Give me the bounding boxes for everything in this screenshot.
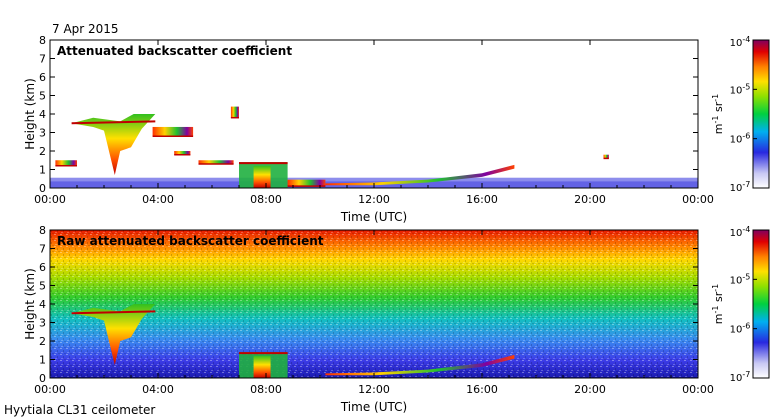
- colorbar-label-bottom: m-1 sr-1: [711, 284, 725, 324]
- y-tick-label: 2: [39, 145, 46, 158]
- panel-attenuated: 0 1 2 3 4 5 6 7 8 00:00 04:00 08:00 12:00 16:00 20:00…: [23, 34, 770, 224]
- y-tick-label: 6: [39, 261, 46, 274]
- site-label: Hyytiala CL31 ceilometer: [4, 403, 155, 417]
- x-tick-label: 20:00: [574, 193, 606, 206]
- panel-title-top: Attenuated backscatter coefficient: [57, 44, 292, 58]
- y-tick-label: 6: [39, 71, 46, 84]
- feature-layer-bottom: [71, 304, 515, 378]
- feature-cloud-base: [71, 120, 156, 125]
- y-axis-label-bottom: Height (km): [23, 268, 37, 339]
- y-tick-label: 1: [39, 164, 46, 177]
- colorbar-ticks-top: 10-4 10-5 10-6 10-7: [730, 35, 757, 194]
- x-tick-label: 16:00: [466, 383, 498, 396]
- x-tick-label: 04:00: [142, 383, 174, 396]
- colorbar-unit-m: m: [712, 124, 725, 135]
- y-tick-label: 7: [39, 53, 46, 66]
- x-tick-label: 12:00: [358, 383, 390, 396]
- y-axis-label-top: Height (km): [23, 78, 37, 149]
- y-tick-label: 1: [39, 354, 46, 367]
- y-tick-label: 5: [39, 280, 46, 293]
- feature-cloud-patch: [152, 126, 194, 137]
- colorbar-unit-exp2: -1: [711, 94, 720, 102]
- panel-raw: 0 1 2 3 4 5 6 7 8 00:00 04:00 08:00 12:00 16:00 20:00…: [23, 224, 770, 414]
- y-tick-label: 4: [39, 108, 46, 121]
- colorbar-ticks-bottom: 10-4 10-5 10-6 10-7: [730, 225, 757, 384]
- feature-rising-cloud-base: [325, 164, 515, 186]
- colorbar-tick-label: 10-6: [730, 322, 751, 336]
- feature-layer-top: [50, 106, 698, 188]
- y-tick-label: 2: [39, 335, 46, 348]
- colorbar-tick-label: 10-5: [730, 272, 751, 286]
- plot-area-top: [50, 40, 698, 188]
- y-tick-label: 0: [39, 372, 46, 385]
- colorbar-tick-label: 10-5: [730, 82, 751, 96]
- feature-rain-core: [253, 355, 271, 378]
- feature-precipitating-cloud: [71, 114, 156, 176]
- panel-title-bottom: Raw attenuated backscatter coefficient: [57, 234, 324, 248]
- y-tick-label: 7: [39, 243, 46, 256]
- colorbar-unit-exp2: -1: [711, 284, 720, 292]
- y-tick-label: 8: [39, 224, 46, 237]
- y-axis-bottom: 0 1 2 3 4 5 6 7 8: [39, 224, 698, 385]
- noise-texture: [50, 230, 698, 378]
- x-tick-label: 16:00: [466, 193, 498, 206]
- x-tick-label: 08:00: [250, 193, 282, 206]
- x-axis-bottom: 00:00 04:00 08:00 12:00 16:00 20:00 00:00: [34, 230, 714, 396]
- x-axis-top: 00:00 04:00 08:00 12:00 16:00 20:00 00:00: [34, 40, 714, 206]
- x-axis-label-bottom: Time (UTC): [340, 400, 407, 414]
- x-axis-label-top: Time (UTC): [340, 210, 407, 224]
- colorbar-unit-sr: sr: [712, 101, 725, 115]
- x-tick-label: 00:00: [34, 193, 66, 206]
- feature-cloud-patch: [603, 154, 609, 159]
- colorbar-tick-label: 10-6: [730, 132, 751, 146]
- feature-aerosol-top: [50, 177, 698, 182]
- feature-cloud-patch: [198, 160, 234, 164]
- y-tick-label: 3: [39, 317, 46, 330]
- x-tick-label: 12:00: [358, 193, 390, 206]
- y-axis-top: 0 1 2 3 4 5 6 7 8: [39, 34, 698, 195]
- x-tick-label: 08:00: [250, 383, 282, 396]
- colorbar-tick-label: 10-4: [730, 35, 751, 49]
- x-tick-label: 00:00: [682, 193, 714, 206]
- y-tick-label: 0: [39, 182, 46, 195]
- feature-cloud-patch: [55, 160, 77, 166]
- feature-cloud-base: [71, 310, 156, 315]
- x-tick-label: 00:00: [682, 383, 714, 396]
- feature-rising-cloud-base: [325, 354, 515, 376]
- y-tick-label: 8: [39, 34, 46, 47]
- feature-cloud-patch: [174, 151, 191, 155]
- colorbar-tick-label: 10-7: [730, 180, 751, 194]
- date-label: 7 Apr 2015: [52, 22, 119, 36]
- colorbar-unit-sr: sr: [712, 291, 725, 305]
- colorbar-tick-label: 10-7: [730, 370, 751, 384]
- y-tick-label: 4: [39, 298, 46, 311]
- colorbar-unit-exp1: -1: [711, 306, 720, 314]
- feature-cloud-patch: [230, 106, 239, 118]
- colorbar-tick-label: 10-4: [730, 225, 751, 239]
- x-tick-label: 00:00: [34, 383, 66, 396]
- feature-rain-core: [253, 165, 271, 188]
- colorbar-unit-exp1: -1: [711, 116, 720, 124]
- y-tick-label: 5: [39, 90, 46, 103]
- feature-cloud-patch: [287, 179, 326, 187]
- colorbar-bottom: [752, 229, 770, 379]
- colorbar-label-top: m-1 sr-1: [711, 94, 725, 134]
- x-tick-label: 20:00: [574, 383, 606, 396]
- colorbar-unit-m: m: [712, 314, 725, 325]
- feature-precipitating-cloud: [71, 304, 156, 366]
- x-tick-label: 04:00: [142, 193, 174, 206]
- y-tick-label: 3: [39, 127, 46, 140]
- colorbar-top: [752, 39, 770, 189]
